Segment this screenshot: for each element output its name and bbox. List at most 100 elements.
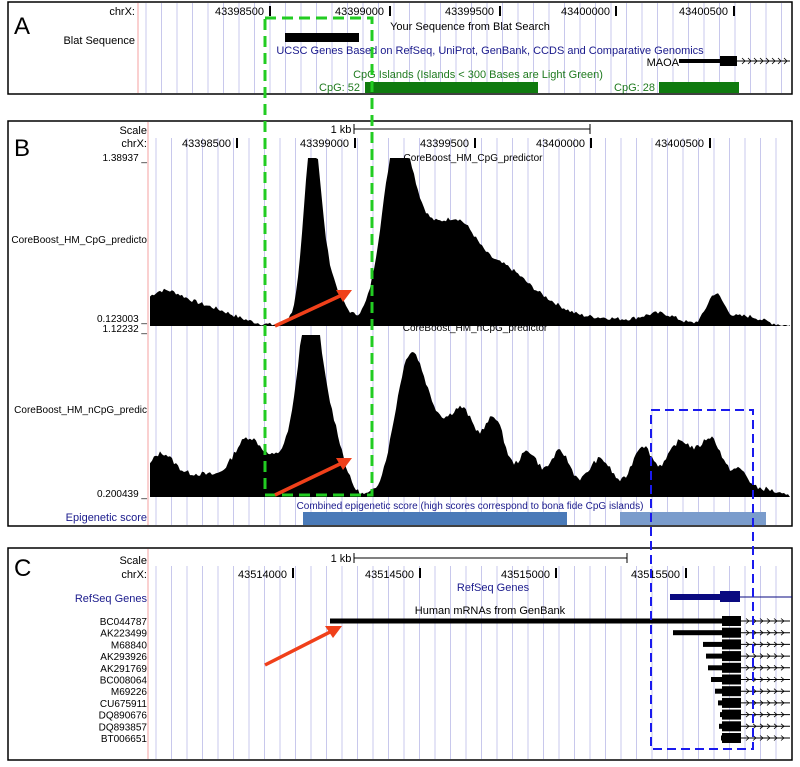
- coreboost-cpg-signal[interactable]: [150, 158, 790, 326]
- strand-chevron: [773, 629, 778, 636]
- mrna-utr[interactable]: [706, 653, 722, 659]
- mrna-exon[interactable]: [722, 674, 741, 685]
- strand-chevron: [780, 700, 785, 706]
- strand-chevron: [752, 653, 757, 659]
- blat-hit[interactable]: [285, 33, 359, 42]
- mrna-exon[interactable]: [722, 721, 741, 732]
- maoa-gene-label[interactable]: MAOA: [647, 57, 680, 69]
- mrna-utr[interactable]: [673, 630, 722, 636]
- track2-min: 0.200439 _: [97, 489, 147, 500]
- strand-chevron: [766, 723, 771, 730]
- mrna-utr[interactable]: [330, 618, 722, 624]
- strand-chevron: [773, 618, 778, 624]
- mrna-utr[interactable]: [720, 712, 722, 718]
- maoa-exon[interactable]: [720, 56, 737, 66]
- mrna-utr[interactable]: [719, 723, 722, 729]
- mrna-track-title: Human mRNAs from GenBank: [415, 605, 566, 617]
- mrna-label[interactable]: BC044787: [100, 617, 148, 628]
- strand-chevron: [773, 688, 778, 695]
- mrna-utr[interactable]: [721, 735, 722, 741]
- epigenetic-score-block-2[interactable]: [620, 512, 766, 525]
- mrna-exon[interactable]: [722, 651, 741, 662]
- mrna-label[interactable]: DQ890676: [99, 711, 148, 722]
- strand-chevron: [745, 676, 750, 683]
- mrna-label[interactable]: M69226: [111, 687, 148, 698]
- strand-chevron: [759, 618, 764, 624]
- mrna-label[interactable]: AK291769: [100, 664, 147, 675]
- cpg52-label: CpG: 52: [319, 82, 360, 94]
- panel-b-label: B: [14, 135, 30, 162]
- strand-chevron: [773, 676, 778, 683]
- mrna-utr[interactable]: [703, 641, 722, 647]
- mrna-label[interactable]: DQ893857: [99, 722, 148, 733]
- mrna-label[interactable]: BT006651: [101, 734, 148, 745]
- refseq-utr[interactable]: [670, 594, 722, 600]
- track1-side-label[interactable]: CoreBoost_HM_CpG_predicto: [11, 235, 147, 246]
- cpg52-island[interactable]: [365, 82, 538, 93]
- mrna-rows: BC044787AK223499M68840AK293926AK291769BC…: [99, 616, 790, 745]
- mrna-exon[interactable]: [722, 627, 741, 638]
- mrna-exon[interactable]: [722, 686, 741, 697]
- strand-chevron: [766, 641, 771, 648]
- epigenetic-track-title: Combined epigenetic score (high scores c…: [297, 501, 644, 512]
- strand-chevron: [745, 641, 750, 648]
- mrna-utr[interactable]: [708, 665, 722, 671]
- cpg28-island[interactable]: [659, 82, 739, 93]
- mrna-label[interactable]: BC008064: [100, 676, 148, 687]
- panel-c-ticks: 43514000 43514500 43515000 43515500: [238, 568, 687, 581]
- tick-label: 43514500: [365, 569, 414, 581]
- strand-chevron: [766, 664, 771, 671]
- strand-chevron: [759, 629, 764, 636]
- strand-chevron: [780, 618, 785, 624]
- strand-chevron: [759, 641, 764, 648]
- mrna-label[interactable]: AK293926: [100, 652, 147, 663]
- tick-label: 43400500: [655, 138, 704, 150]
- panel-b: B Scale 1 kb chrX: 43398500 43399000 43399…: [7, 120, 793, 527]
- strand-chevron: [773, 664, 778, 671]
- strand-chevron: [766, 700, 771, 706]
- panel-a-chrom: chrX:: [109, 6, 135, 18]
- epigenetic-track-label[interactable]: Epigenetic score: [66, 512, 147, 524]
- mrna-exon[interactable]: [722, 662, 741, 673]
- strand-chevron: [780, 641, 785, 648]
- mrna-exon[interactable]: [722, 733, 741, 743]
- coreboost-ncpg-signal[interactable]: [150, 335, 790, 497]
- strand-chevron: [777, 57, 782, 65]
- mrna-exon[interactable]: [722, 697, 741, 708]
- strand-chevron: [741, 57, 746, 65]
- mrna-label[interactable]: AK223499: [100, 629, 147, 640]
- epigenetic-score-block-1[interactable]: [303, 512, 567, 525]
- blat-track-title: Your Sequence from Blat Search: [390, 21, 550, 33]
- strand-chevron: [745, 653, 750, 659]
- strand-chevron: [780, 653, 785, 659]
- mrna-exon[interactable]: [722, 616, 741, 626]
- strand-chevron: [773, 653, 778, 659]
- strand-chevron: [773, 723, 778, 730]
- refseq-track-label[interactable]: RefSeq Genes: [75, 593, 148, 605]
- mrna-label[interactable]: M68840: [111, 640, 148, 651]
- blat-track-label[interactable]: Blat Sequence: [63, 35, 135, 47]
- mrna-exon[interactable]: [722, 639, 741, 650]
- tick-label: 43514000: [238, 569, 287, 581]
- strand-chevron: [771, 57, 776, 65]
- strand-chevron: [773, 711, 778, 718]
- mrna-utr[interactable]: [718, 700, 722, 706]
- mrna-label[interactable]: CU675911: [100, 699, 148, 710]
- mrna-utr[interactable]: [715, 688, 722, 694]
- strand-chevron: [780, 723, 785, 730]
- tick-label: 43398500: [215, 6, 264, 18]
- maoa-utr[interactable]: [679, 59, 721, 63]
- track1-title: CoreBoost_HM_CpG_predictor: [404, 153, 544, 164]
- mrna-utr[interactable]: [711, 677, 722, 682]
- mrna-exon[interactable]: [722, 709, 741, 720]
- track2-side-label[interactable]: CoreBoost_HM_nCpG_predic: [14, 405, 147, 416]
- refseq-exon[interactable]: [720, 591, 740, 602]
- tick-label: 43515500: [631, 569, 680, 581]
- panel-c-label: C: [14, 555, 31, 582]
- tick-label: 43400000: [536, 138, 585, 150]
- panel-a-label: A: [14, 13, 30, 40]
- tick-label: 43399500: [445, 6, 494, 18]
- strand-chevron: [745, 711, 750, 718]
- strand-chevron: [745, 688, 750, 695]
- strand-chevron: [745, 618, 750, 624]
